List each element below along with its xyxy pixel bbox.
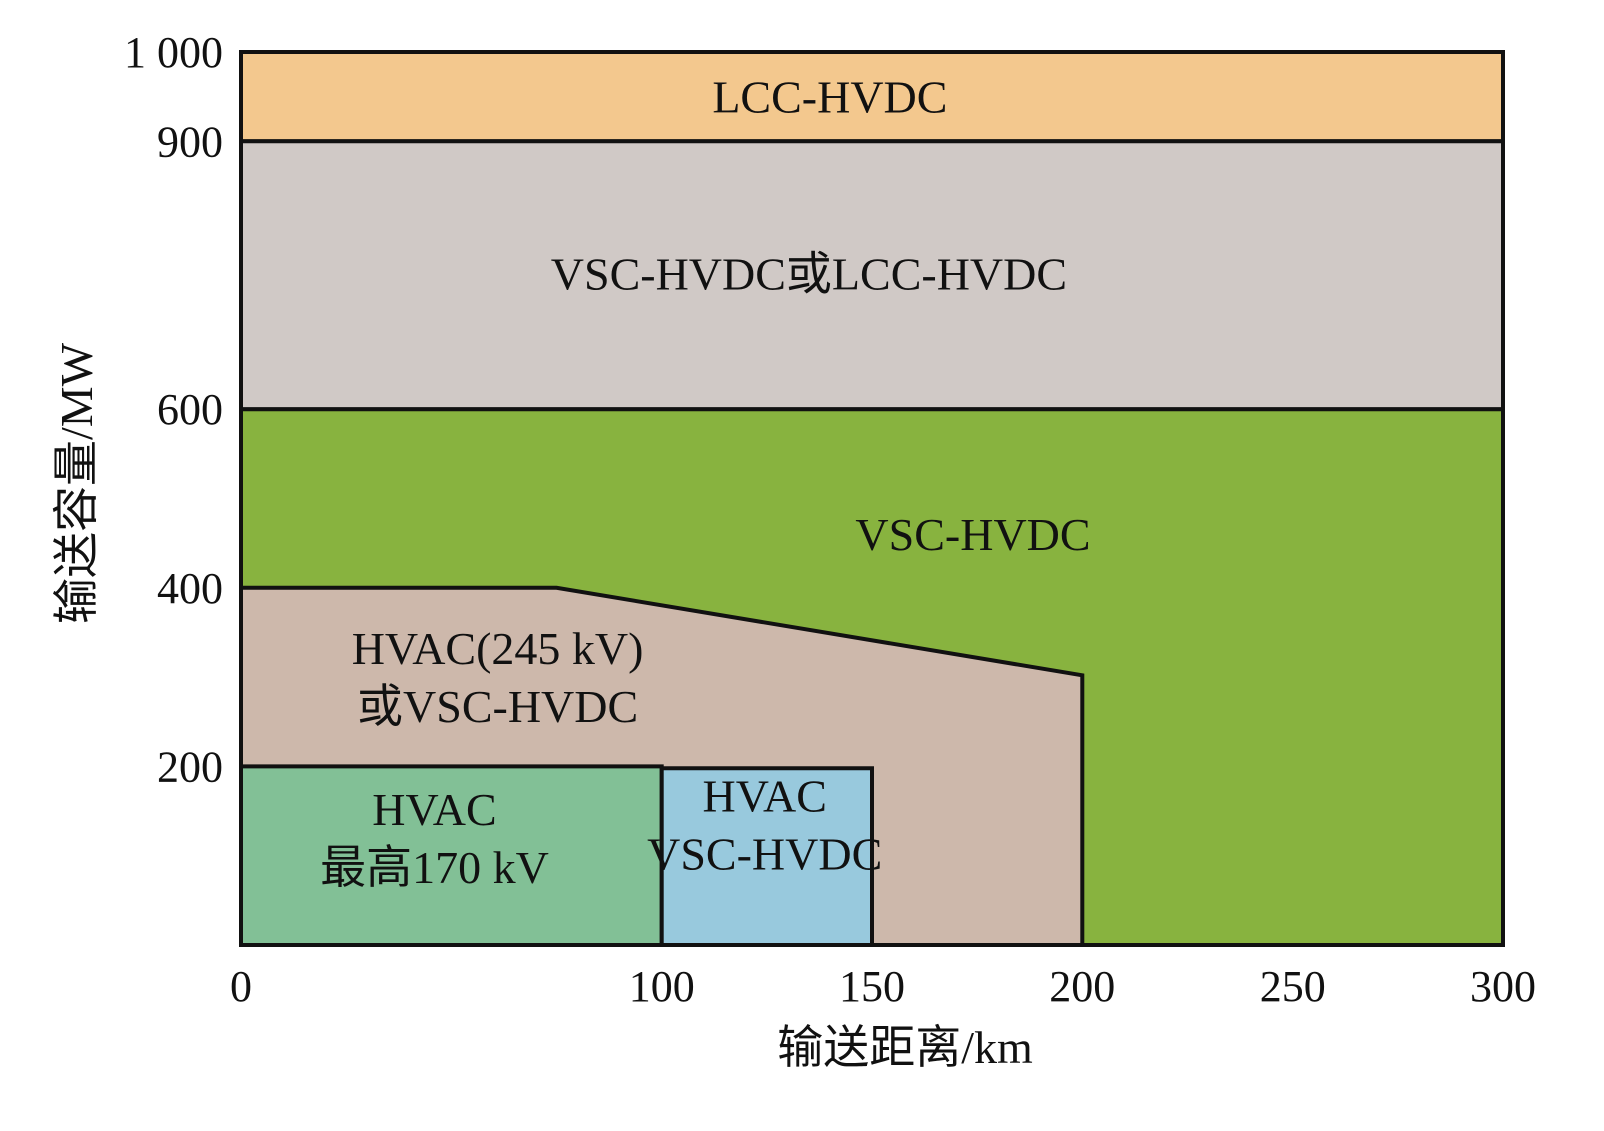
- chart-region-labels: LCC-HVDC VSC-HVDC或LCC-HVDC VSC-HVDC HVAC(24…: [320, 72, 1090, 893]
- y-tick-label-600: 600: [157, 385, 223, 434]
- region-label-hvac-vsc-1: VSC-HVDC: [647, 828, 882, 879]
- x-tick-labels: 0 100 150 200 250 300: [230, 962, 1536, 1011]
- y-tick-label-200: 200: [157, 742, 223, 791]
- region-label-hvac245-1: 或VSC-HVDC: [357, 681, 638, 732]
- region-label-lcc-0: LCC-HVDC: [712, 72, 947, 123]
- y-tick-label-1000: 1 000: [124, 28, 223, 77]
- plot-frame: [239, 50, 1505, 947]
- y-tick-labels: 200 400 600 900 1 000: [124, 28, 223, 791]
- region-label-vsc-0: VSC-HVDC: [855, 509, 1090, 560]
- x-tick-label-200: 200: [1049, 962, 1115, 1011]
- y-tick-label-400: 400: [157, 564, 223, 613]
- x-axis-title: 输送距离/km: [777, 1022, 1033, 1073]
- x-tick-label-250: 250: [1260, 962, 1326, 1011]
- region-label-hvac245-0: HVAC(245 kV): [352, 623, 644, 674]
- x-tick-label-300: 300: [1470, 962, 1536, 1011]
- y-axis-title: 输送容量/MW: [51, 342, 102, 624]
- x-tick-label-150: 150: [839, 962, 905, 1011]
- x-tick-label-0: 0: [230, 962, 252, 1011]
- x-tick-label-100: 100: [629, 962, 695, 1011]
- region-label-hvac170-0: HVAC: [372, 784, 496, 835]
- region-label-vsc-or-lcc-0: VSC-HVDC或LCC-HVDC: [551, 249, 1067, 300]
- region-label-hvac-vsc-0: HVAC: [702, 770, 826, 821]
- y-tick-label-900: 900: [157, 117, 223, 166]
- region-label-hvac170-1: 最高170 kV: [320, 842, 549, 893]
